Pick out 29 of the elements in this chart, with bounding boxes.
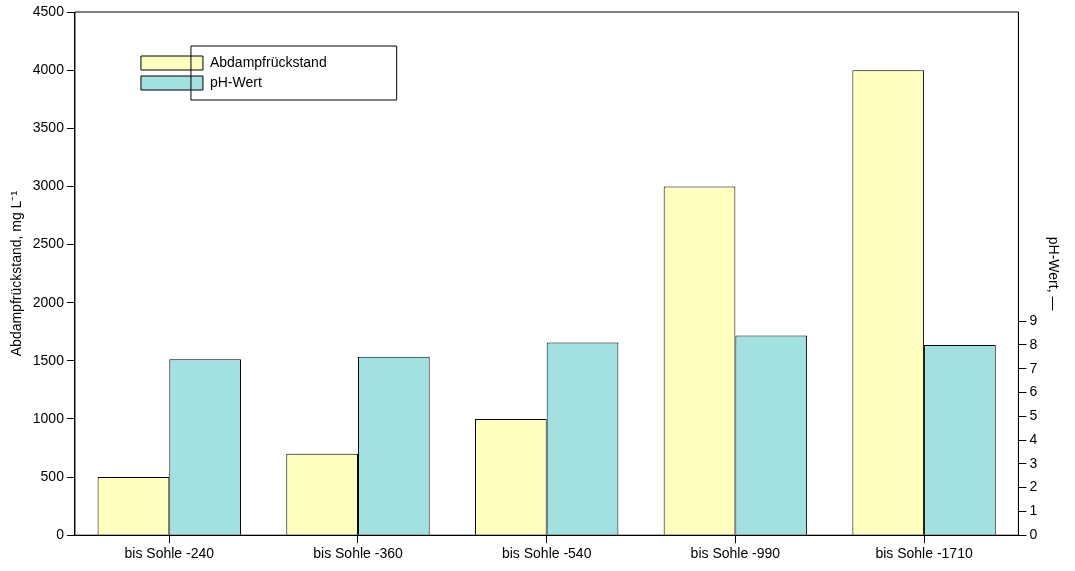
x-tick-label: bis Sohle -990 (690, 545, 781, 562)
y2-tick-label: 2 (1029, 478, 1038, 495)
y-tick-label: 2000 (32, 293, 65, 310)
legend-label: Abdampfrückstand (209, 53, 327, 70)
y-tick-label: 4500 (32, 2, 65, 19)
y-tick-label: 1000 (32, 409, 65, 426)
y2-tick-label: 9 (1029, 312, 1038, 329)
y2-tick-label: 1 (1029, 502, 1038, 519)
y-tick-label: 500 (40, 467, 65, 484)
y-tick-label: 1500 (32, 351, 65, 368)
y-tick-label: 0 (56, 526, 65, 543)
y-axis-title: Abdampfrückstand, mg L⁻¹ (8, 190, 25, 357)
x-tick-label: bis Sohle -240 (124, 545, 215, 562)
y2-tick-label: 8 (1029, 335, 1038, 352)
y2-tick-label: 0 (1029, 526, 1038, 543)
y2-tick-label: 4 (1029, 430, 1038, 447)
y-tick-label: 4000 (32, 60, 65, 77)
y2-tick-label: 6 (1029, 383, 1038, 400)
y2-axis-title: pH-Wert, — (1045, 236, 1062, 311)
y2-tick-label: 5 (1029, 407, 1038, 424)
x-tick-label: bis Sohle -540 (501, 545, 592, 562)
x-tick-label: bis Sohle -1710 (875, 545, 973, 562)
y2-tick-label: 3 (1029, 454, 1038, 471)
y2-tick-label: 7 (1029, 359, 1038, 376)
y-tick-label: 2500 (32, 235, 65, 252)
x-tick-label: bis Sohle -360 (313, 545, 403, 562)
y-tick-label: 3000 (32, 177, 65, 194)
legend-label: pH-Wert (209, 73, 262, 90)
y-tick-label: 3500 (32, 119, 65, 136)
